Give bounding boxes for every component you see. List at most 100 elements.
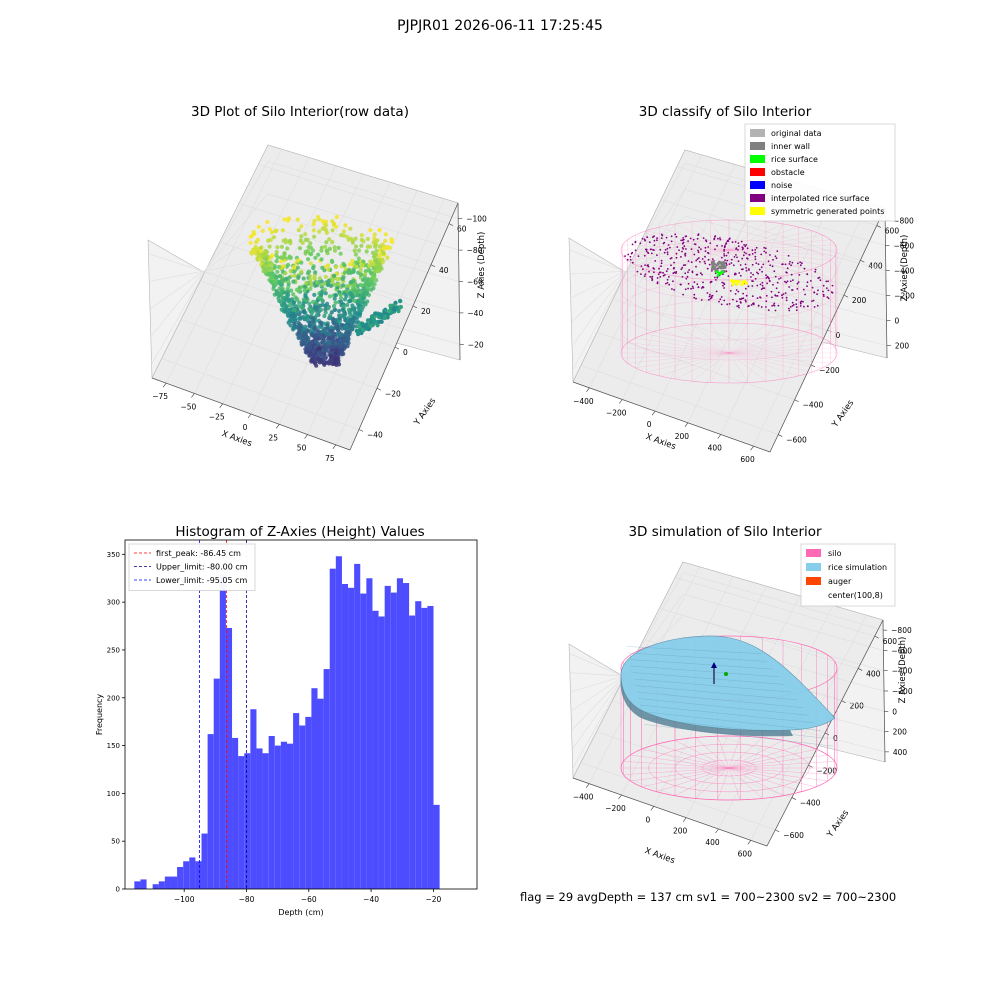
p2-interp-point	[725, 242, 728, 245]
p2-interp-point	[668, 283, 671, 286]
plot1-title: 3D Plot of Silo Interior(row data)	[191, 104, 409, 120]
p1-point	[340, 347, 345, 352]
p1-point	[315, 332, 320, 337]
p2-interp-point	[697, 286, 700, 288]
p2-interp-point	[804, 293, 806, 296]
p2-interp-point	[734, 293, 737, 295]
p1-point	[263, 256, 268, 261]
p2-x-axis-label: X Axies	[644, 432, 677, 452]
p1-x-tick-label: 0	[243, 423, 248, 432]
p4-x-tick-label: 0	[645, 815, 650, 824]
p2-interp-point	[729, 237, 731, 240]
p2-interp-point	[788, 307, 790, 310]
p1-point	[315, 214, 321, 220]
p1-point	[316, 346, 321, 351]
p2-interp-point	[650, 252, 653, 255]
p2-interp-point	[631, 261, 634, 264]
p2-interp-point	[784, 292, 787, 294]
hist-bar	[396, 578, 403, 889]
p1-point	[368, 270, 374, 276]
p1-point	[307, 274, 312, 279]
p2-interp-point	[781, 294, 783, 297]
hist-bar	[317, 698, 324, 889]
p2-interp-point	[778, 278, 780, 280]
p2-interp-point	[656, 237, 658, 240]
p2-sym-point	[735, 282, 739, 286]
hist-bar	[170, 876, 178, 889]
p1-point	[356, 332, 361, 337]
p2-interp-point	[733, 256, 736, 258]
p1-point	[348, 319, 353, 324]
p2-interp-point	[644, 239, 646, 242]
p1-point	[303, 237, 308, 242]
p2-interp-point	[700, 287, 703, 289]
p2-legend-swatch	[750, 129, 765, 137]
p1-point	[359, 243, 364, 248]
p2-interp-point	[720, 256, 723, 259]
p1-point	[274, 275, 279, 280]
p2-interp-point	[750, 304, 753, 306]
p2-interp-point	[765, 274, 767, 276]
p2-interp-point	[741, 297, 743, 300]
p1-point	[329, 258, 334, 263]
p1-point	[308, 241, 313, 246]
p1-point	[398, 305, 403, 310]
p2-interp-point	[785, 296, 788, 299]
p2-interp-point	[718, 300, 720, 303]
p2-y-tick-label: −200	[819, 366, 840, 375]
p2-interp-point	[789, 260, 791, 263]
p1-x-tick-label: −75	[152, 392, 168, 401]
p1-point	[353, 236, 358, 241]
p2-interp-point	[700, 299, 703, 301]
p1-point	[311, 316, 316, 321]
p1-point	[287, 275, 292, 280]
p2-interp-point	[746, 247, 749, 250]
p1-point	[323, 348, 328, 353]
p2-interp-point	[765, 277, 768, 279]
hist-bar	[348, 587, 355, 889]
p4-y-tick-label: −200	[816, 766, 837, 775]
p1-point	[308, 307, 313, 312]
p4-z-axis-label: Z Axies (Depth)	[898, 637, 908, 704]
p1-point	[334, 338, 339, 343]
p2-interp-point	[671, 288, 673, 290]
p2-interp-point	[657, 273, 660, 275]
p2-interp-point	[785, 271, 788, 274]
p1-point	[350, 240, 355, 245]
hist-bar	[213, 678, 220, 889]
p2-interp-point	[727, 251, 730, 254]
p1-point	[377, 244, 382, 249]
p1-point	[299, 340, 304, 345]
p1-point	[331, 221, 337, 226]
p2-interp-point	[771, 304, 773, 307]
p2-interp-point	[728, 303, 731, 305]
p2-interp-point	[744, 263, 747, 266]
p2-interp-point	[709, 297, 712, 300]
p1-point	[353, 324, 359, 329]
p2-interp-point	[656, 281, 659, 283]
p2-interp-point	[735, 289, 738, 291]
p2-interp-point	[745, 267, 747, 269]
p2-interp-point	[762, 287, 764, 289]
p1-point	[286, 313, 291, 319]
p2-interp-point	[660, 262, 663, 265]
p1-point	[312, 326, 317, 331]
p1-point	[350, 285, 356, 291]
p2-interp-point	[786, 267, 789, 270]
p2-interp-point	[735, 300, 738, 303]
p1-point	[361, 239, 366, 244]
p2-interp-point	[728, 263, 731, 265]
p1-point	[341, 261, 346, 266]
p1-point	[351, 262, 356, 267]
hist-y-tick-label: 250	[107, 646, 120, 654]
p2-interp-point	[771, 296, 773, 299]
p2-z-tick-label: −800	[893, 217, 914, 226]
p2-interp-point	[752, 303, 755, 306]
hist-bar	[372, 610, 379, 889]
p1-point	[291, 292, 296, 297]
p2-interp-point	[680, 239, 682, 242]
p1-point	[350, 306, 356, 311]
p1-y-tick-label: −40	[367, 430, 383, 439]
hist-bar	[384, 585, 391, 889]
p2-interp-point	[695, 297, 697, 300]
